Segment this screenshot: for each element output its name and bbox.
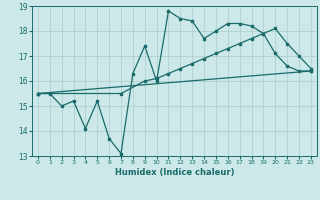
X-axis label: Humidex (Indice chaleur): Humidex (Indice chaleur) [115, 168, 234, 177]
